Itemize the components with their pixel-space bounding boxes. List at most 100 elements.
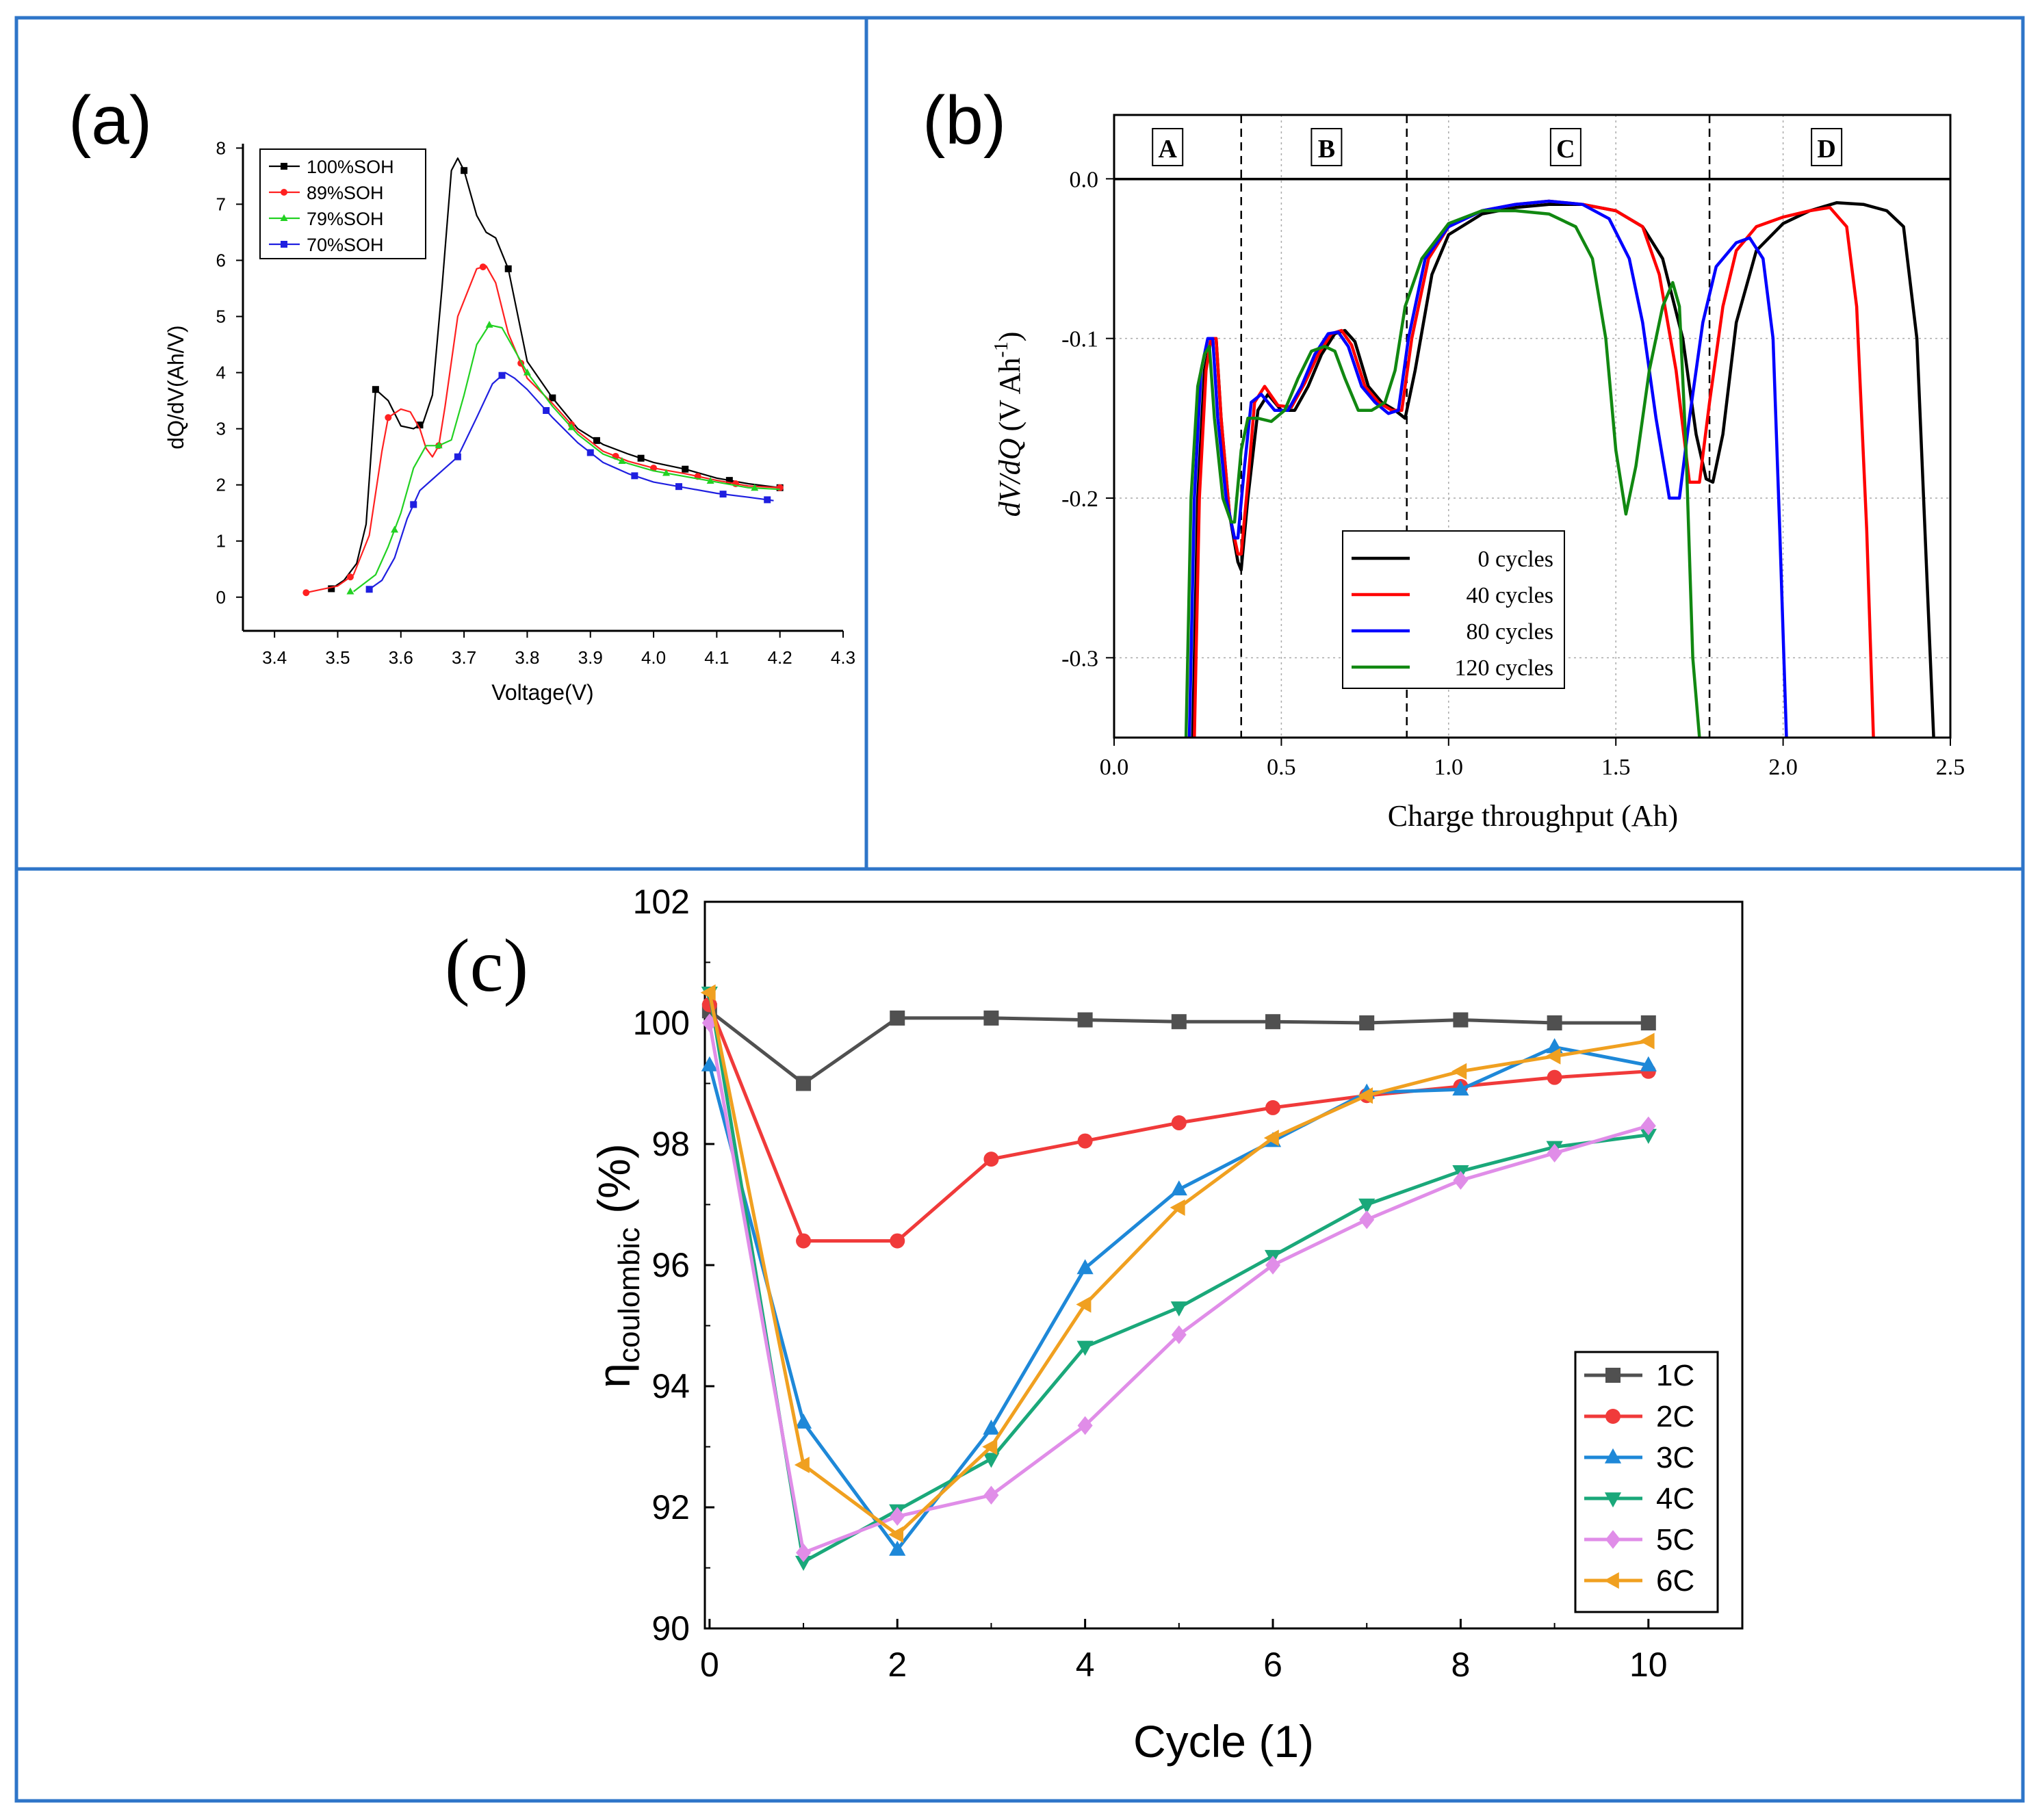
panel-a-legend-label: 100%SOH — [307, 157, 394, 177]
panel-b-region-label: C — [1556, 135, 1575, 164]
panel-a-data-point — [504, 265, 512, 272]
panel-c-legend-marker — [1604, 1492, 1622, 1508]
panel-b-legend-label: 40 cycles — [1467, 583, 1553, 608]
panel-c-data-point — [890, 1233, 905, 1249]
panel-b-region-label: D — [1817, 135, 1835, 164]
panel-b-x-tick-label: 0.0 — [1100, 755, 1129, 780]
panel-a-y-tick-label: 0 — [216, 587, 226, 608]
panel-c-legend-label: 4C — [1656, 1482, 1694, 1516]
panel-c-data-point — [1451, 1063, 1467, 1080]
panel-c-data-point — [1453, 1012, 1469, 1028]
panel-c-y-tick-label: 96 — [651, 1246, 690, 1284]
panel-c-data-point — [796, 1543, 812, 1563]
panel-a-data-point — [776, 484, 784, 491]
panel-b-x-ticks: 0.0 0.5 1.0 1.5 2.0 2.5 — [1100, 738, 1965, 780]
panel-a-series-line — [352, 324, 780, 593]
panel-c-legend-marker — [1605, 1409, 1621, 1424]
panel-b-region-label-box — [1310, 128, 1343, 166]
panel-c-data-point — [1076, 1340, 1094, 1356]
panel-a-x-tick-label: 3.4 — [262, 647, 287, 668]
panel-b-region-dividers — [1240, 115, 1711, 738]
panel-c-data-point — [1640, 1116, 1656, 1136]
panel-c-y-tick-label: 94 — [651, 1367, 690, 1405]
panel-c-data-point — [890, 1010, 905, 1026]
panel-c-data-point — [1171, 1325, 1187, 1344]
panel-a-series-100pct-soh — [328, 157, 784, 593]
panel-a-data-point — [391, 525, 399, 533]
panel-a-y-tick-label: 1 — [216, 531, 226, 551]
panel-b-region-label-box — [1152, 128, 1184, 166]
panel-a-data-point — [461, 167, 468, 174]
panel-a-data-point — [479, 263, 487, 271]
panel-a-x-tick-label: 3.5 — [325, 647, 350, 668]
panel-a-data-point — [365, 586, 373, 593]
panel-c-legend-label: 5C — [1656, 1523, 1694, 1557]
panel-b-legend: 0 cycles 40 cycles 80 cycles 120 cycles — [1342, 530, 1565, 689]
panel-c-x-tick-label: 6 — [1263, 1646, 1282, 1684]
panel-a-x-tick-label: 4.1 — [704, 647, 729, 668]
panel-c-label: (c) — [445, 924, 528, 1007]
panel-c-data-point — [1453, 1171, 1469, 1190]
panel-frames — [14, 16, 2025, 1803]
panel-c: (c) 0 2 4 6 8 10 90 92 94 96 98 100 102 Cycle (1) η… — [445, 883, 1744, 1767]
panel-a-y-tick-label: 2 — [216, 475, 226, 495]
panel-c-data-point — [1077, 1416, 1093, 1435]
panel-c-series — [700, 984, 1657, 1571]
panel-a-legend-marker — [280, 214, 288, 221]
panel-a-legend-label: 79%SOH — [307, 209, 384, 229]
panel-c-data-point — [1358, 1198, 1376, 1214]
panel-c-data-point — [888, 1526, 904, 1543]
panel-a-data-point — [302, 589, 310, 597]
panel-a-series — [302, 157, 784, 597]
panel-c-y-tick-label: 98 — [651, 1125, 690, 1163]
panel-c-data-point — [983, 1152, 999, 1167]
panel-a-x-tick-label: 4.0 — [641, 647, 666, 668]
panel-c-x-ticks: 0 2 4 6 8 10 — [700, 1619, 1743, 1684]
panel-a-y-tick-label: 8 — [216, 138, 226, 158]
panel-b-x-tick-label: 1.0 — [1434, 755, 1464, 780]
panel-a-data-point — [682, 465, 689, 473]
panel-a-legend-marker — [281, 189, 287, 196]
panel-a-data-point — [328, 585, 335, 593]
panel-a-legend-label: 89%SOH — [307, 183, 384, 203]
panel-c-legend-marker — [1605, 1368, 1621, 1383]
panel-a-data-point — [454, 453, 461, 460]
panel-c-legend-marker — [1605, 1530, 1621, 1549]
panel-c-data-point — [890, 1507, 905, 1526]
panel-c-data-point — [700, 984, 716, 1001]
panel-a-x-ticks: 3.4 3.5 3.6 3.7 3.8 3.9 4.0 4.1 4.2 4.3 — [262, 631, 855, 668]
panel-c-x-tick-label: 4 — [1076, 1646, 1095, 1684]
panel-a-legend-marker — [281, 163, 287, 170]
panel-c-y-tick-label: 100 — [633, 1004, 690, 1042]
panel-b-x-tick-label: 1.5 — [1601, 755, 1631, 780]
panel-a-x-tick-label: 3.6 — [389, 647, 413, 668]
panel-c-data-point — [1265, 1014, 1281, 1030]
panel-c-data-point — [1265, 1100, 1281, 1115]
panel-c-data-point — [1452, 1080, 1469, 1096]
panel-b-y-axis-unit: (V Ah — [993, 358, 1027, 432]
panel-c-legend: 1C 2C 3C 4C 5C 6C — [1574, 1351, 1719, 1613]
panel-a-data-point — [567, 423, 576, 430]
panel-a-data-point — [385, 414, 392, 421]
panel-a-data-point — [593, 437, 600, 444]
panel-c-y-tick-label: 92 — [651, 1488, 690, 1526]
panel-a-series-70pct-soh — [365, 372, 774, 593]
panel-b-region-label: A — [1158, 135, 1177, 164]
panel-a-data-point — [764, 496, 771, 504]
panel-a-x-tick-label: 4.3 — [831, 647, 855, 668]
panel-a-data-point — [410, 501, 417, 508]
panel-a-y-ticks: 0 1 2 3 4 5 6 7 8 — [216, 138, 243, 608]
panel-a-x-tick-label: 3.9 — [578, 647, 603, 668]
panel-a-data-point — [543, 406, 550, 414]
panel-a-x-tick-label: 3.7 — [452, 647, 476, 668]
panel-c-data-point — [1170, 1301, 1187, 1317]
panel-a-data-point — [586, 449, 594, 456]
panel-b-region-label-box — [1549, 128, 1581, 166]
panel-b-series — [1184, 199, 1935, 738]
panel-c-data-point — [1640, 1128, 1657, 1144]
panel-b-x-tick-label: 2.5 — [1936, 755, 1965, 780]
panel-b-region-label: B — [1318, 135, 1335, 164]
panel-c-data-point — [701, 1056, 718, 1071]
panel-a-y-tick-label: 7 — [216, 194, 226, 214]
panel-b-legend-label: 120 cycles — [1455, 655, 1553, 681]
